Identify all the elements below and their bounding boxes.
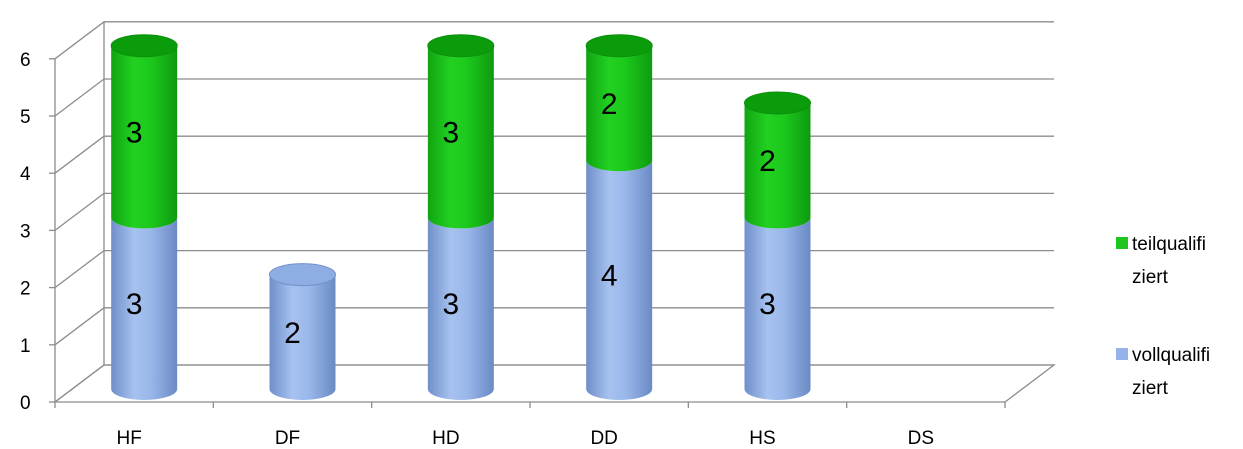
gridline [54,364,1054,403]
gridline [54,78,1054,117]
gridlines [54,21,1054,403]
legend-label-vollqualifiziert: ziert [1132,378,1169,399]
bar-top-DD [585,34,653,58]
bars [110,34,811,401]
x-tick-label: DF [275,428,300,449]
y-tick-label: 5 [20,107,31,128]
bar-teilqualifiziert-HS [744,103,811,229]
data-label: 2 [284,317,301,350]
bar-vollqualifiziert-DF [269,274,336,400]
data-label: 4 [601,260,618,293]
bar-teilqualifiziert-DD [586,45,653,172]
bar-vollqualifiziert-HS [744,217,811,400]
y-tick-label: 0 [20,393,31,414]
bar-top-HS [744,91,811,115]
legend-swatch-teilqualifiziert [1116,237,1128,249]
data-label: 3 [442,117,459,150]
bar-top-HD [427,34,495,58]
legend-swatch-vollqualifiziert [1116,348,1128,360]
gridline [54,192,1054,231]
legend-label-teilqualifiziert: ziert [1132,267,1169,288]
data-label: 3 [442,288,459,321]
gridline [54,135,1054,174]
data-labels: 3 3 2 3 3 4 2 3 2 [126,88,776,350]
data-label: 2 [601,88,618,121]
gridline [54,21,1054,60]
x-tick-label: HS [749,428,775,449]
legend-label-vollqualifiziert: vollqualifi [1132,345,1210,366]
bar-vollqualifiziert-DD [586,160,653,400]
y-tick-label: 4 [20,164,31,185]
x-tick-label: HD [432,428,459,449]
gridline [54,249,1054,289]
y-tick-label: 2 [20,279,31,300]
legend: teilqualifi ziert vollqualifi ziert [1116,234,1210,399]
bar-teilqualifiziert-HD [427,45,494,229]
x-tick-label: DD [590,428,617,449]
gridline [54,307,1054,346]
bar-top-HF [110,34,178,58]
floor-outline [54,364,1056,403]
data-label: 3 [126,288,143,321]
axes: 0 1 2 3 4 5 6 HF DF HD DD HS DS [20,50,1006,449]
data-label: 3 [759,288,776,321]
x-tick-label: HF [117,428,142,449]
y-tick-label: 6 [20,50,31,71]
legend-label-teilqualifiziert: teilqualifi [1132,234,1206,255]
bar-vollqualifiziert-HD [427,217,494,400]
data-label: 2 [759,145,776,178]
y-tick-label: 1 [20,336,31,357]
bar-teilqualifiziert-HF [111,45,178,229]
y-tick-label: 3 [20,221,31,242]
bar-vollqualifiziert-HF [111,217,178,401]
bar-top-DF [269,263,336,287]
x-tick-label: DS [908,428,934,449]
data-label: 3 [126,117,143,150]
